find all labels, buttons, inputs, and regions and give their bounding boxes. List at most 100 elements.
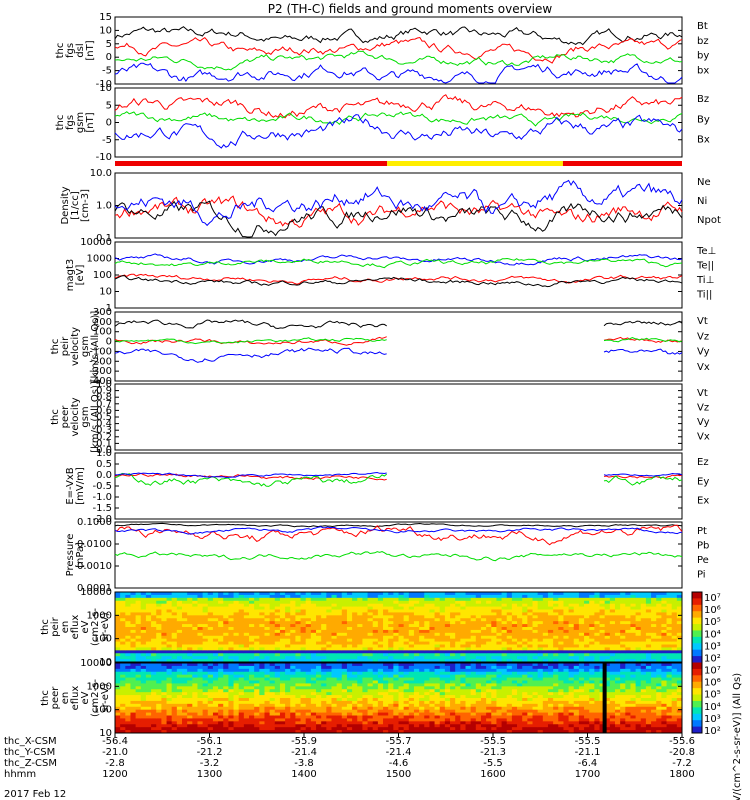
spectrogram-cell [408, 706, 415, 711]
spectrogram-cell [269, 606, 276, 610]
spectrogram-cell [403, 627, 410, 631]
spectrogram-cell [207, 621, 214, 625]
spectrogram-cell [383, 680, 389, 684]
spectrogram-cell [511, 635, 518, 640]
spectrogram-cell [115, 618, 121, 622]
spectrogram-cell [202, 624, 209, 628]
spectrogram-cell [331, 677, 338, 681]
spectrogram-cell [285, 644, 291, 648]
spectrogram-cell [424, 635, 430, 640]
spectrogram-cell [115, 632, 121, 637]
spectrogram-cell [130, 659, 137, 663]
spectrogram-cell [645, 638, 652, 642]
spectrogram-cell [259, 621, 265, 625]
spectrogram-cell [290, 695, 296, 699]
y-axis-label-line: E=-VxB [65, 467, 76, 504]
spectrogram-cell [630, 603, 636, 607]
spectrogram-cell [130, 597, 137, 602]
spectrogram-cell [486, 683, 492, 687]
spectrogram-cell [666, 597, 673, 602]
spectrogram-cell [264, 663, 271, 667]
spectrogram-cell [156, 597, 162, 602]
spectrogram-cell [238, 683, 245, 687]
y-axis-label-line: thc [50, 409, 61, 425]
spectrogram-cell [228, 656, 234, 660]
spectrogram-cell [522, 594, 528, 599]
spectrogram-cell [187, 718, 193, 722]
spectrogram-cell [182, 698, 188, 702]
spectrogram-cell [666, 603, 673, 607]
spectrogram-cell [171, 629, 178, 634]
spectrogram-cell [207, 624, 214, 628]
spectrogram-cell [274, 663, 281, 667]
spectrogram-cell [377, 706, 384, 711]
spectrogram-cell [202, 621, 209, 625]
spectrogram-cell [450, 656, 456, 660]
spectrogram-cell [372, 663, 379, 667]
spectrogram-cell [372, 612, 379, 616]
spectrogram-cell [259, 659, 265, 663]
spectrogram-cell [316, 612, 322, 616]
spectrogram-cell [171, 641, 178, 645]
spectrogram-cell [413, 671, 420, 676]
spectrogram-cell [656, 644, 662, 648]
spectrogram-cell [625, 612, 631, 616]
spectrogram-cell [207, 671, 214, 676]
spectrogram-cell [357, 677, 363, 681]
spectrogram-cell [182, 647, 188, 651]
spectrogram-cell [212, 592, 219, 596]
spectrogram-cell [604, 656, 611, 660]
spectrogram-cell [305, 612, 312, 616]
spectrogram-cell [450, 730, 456, 734]
spectrogram-cell [383, 659, 389, 663]
spectrogram-cell [383, 677, 389, 681]
series-line-Ex [114, 471, 683, 479]
spectrogram-cell [388, 650, 394, 654]
spectrogram-cell [171, 656, 178, 660]
spectrogram-cell [295, 609, 301, 613]
y-tick-label: 0.5 [96, 412, 112, 423]
spectrogram-cell [202, 644, 209, 648]
spectrogram-cell [120, 718, 126, 722]
spectrogram-cell [388, 715, 394, 719]
spectrogram-cell [372, 689, 379, 693]
spectrogram-cell [393, 689, 399, 693]
spectrogram-cell [537, 698, 544, 702]
spectrogram-cell [506, 703, 513, 708]
spectrogram-cell [367, 650, 374, 654]
spectrogram-cell [279, 671, 286, 676]
spectrogram-cell [491, 606, 497, 610]
spectrogram-cell [444, 712, 451, 716]
spectrogram-cell [475, 615, 482, 619]
spectrogram-cell [460, 695, 466, 699]
spectrogram-cell [249, 703, 255, 708]
spectrogram-cell [346, 600, 353, 605]
spectrogram-cell [218, 612, 224, 616]
spectrogram-cell [341, 718, 348, 722]
spectrogram-cell [316, 683, 322, 687]
spectrogram-cell [310, 629, 317, 634]
spectrogram-cell [398, 638, 405, 642]
spectrogram-cell [192, 632, 198, 637]
spectrogram-cell [553, 656, 559, 660]
spectrogram-cell [434, 647, 441, 651]
spectrogram-cell [228, 692, 234, 696]
spectrogram-cell [212, 603, 219, 607]
spectrogram-cell [295, 615, 301, 619]
spectrogram-cell [367, 663, 374, 667]
spectrogram-cell [238, 600, 245, 605]
spectrogram-cell [532, 615, 539, 619]
spectrogram-cell [408, 677, 415, 681]
y-axis-label-line: peir [50, 616, 61, 636]
spectrogram-cell [419, 671, 425, 676]
spectrogram-cell [233, 695, 240, 699]
spectrogram-cell [584, 659, 590, 663]
spectrogram-cell [243, 706, 250, 711]
spectrogram-cell [377, 724, 384, 728]
spectrogram-cell [331, 665, 338, 670]
spectrogram-cell [130, 656, 137, 660]
spectrogram-cell [666, 615, 673, 619]
spectrogram-cell [398, 597, 405, 602]
spectrogram-cell [450, 659, 456, 663]
spectrogram-cell [362, 653, 368, 657]
